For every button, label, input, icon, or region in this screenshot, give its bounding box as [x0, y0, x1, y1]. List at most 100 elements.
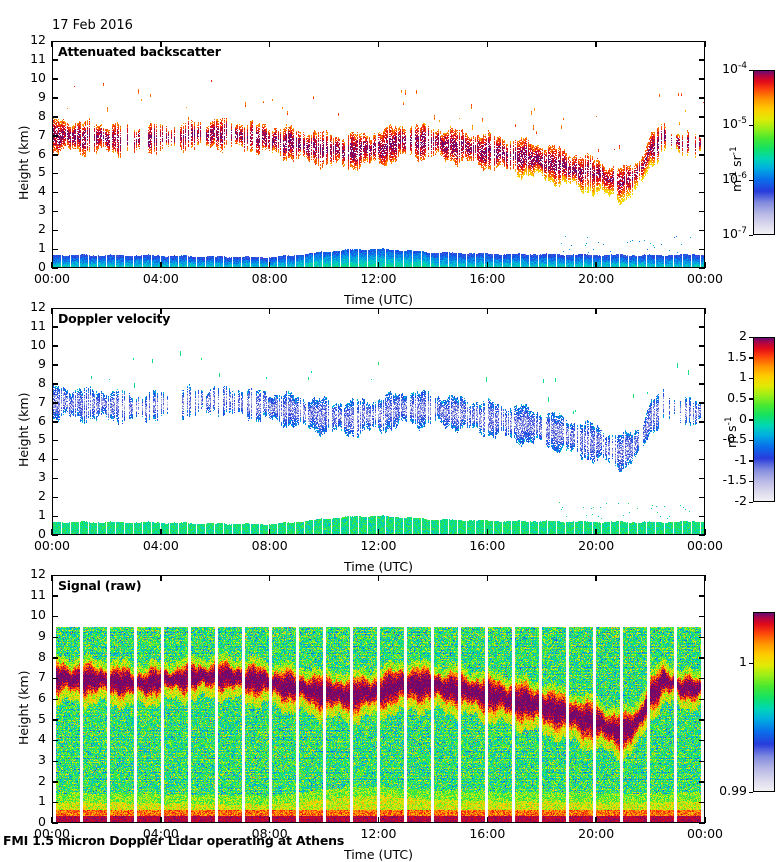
- y-tick-mark-p2-7: [52, 402, 58, 404]
- y-tick-mark-right-p3-1: [699, 801, 705, 804]
- y-tick-mark-p1-7: [52, 135, 58, 137]
- x-tick-mark-p1-5: [595, 262, 597, 268]
- y-tick-mark-right-p1-3: [699, 210, 705, 213]
- x-tick-mark-top-p1-5: [595, 41, 597, 47]
- y-tick-label-p3-3: 3: [38, 752, 46, 767]
- colorbar-attenuated-backscatter: [753, 70, 775, 235]
- y-tick-mark-right-p2-10: [699, 345, 705, 347]
- y-tick-mark-p3-10: [52, 615, 58, 618]
- x-tick-mark-top-p3-0: [51, 575, 53, 581]
- y-tick-mark-right-p2-12: [699, 307, 705, 309]
- x-tick-mark-p2-4: [486, 529, 489, 535]
- y-tick-mark-right-p2-11: [699, 326, 705, 328]
- x-tick-mark-p2-6: [704, 529, 706, 535]
- x-tick-label-p2-0: 00:00: [33, 538, 71, 553]
- x-tick-label-p2-2: 08:00: [251, 538, 288, 553]
- colorbar-tick-p2-3: 0.5: [727, 389, 747, 405]
- y-tick-label-p3-0: 0: [38, 814, 46, 829]
- y-tick-mark-p2-5: [52, 439, 58, 442]
- colorbar-tick-p2-5: -0.5: [722, 431, 747, 447]
- colorbar-tick-mark-p1-0: [749, 69, 753, 71]
- y-tick-mark-right-p3-3: [699, 760, 705, 762]
- y-tick-mark-p2-6: [52, 421, 58, 423]
- colorbar-tick-p2-7: -1.5: [722, 472, 747, 488]
- colorbar-tick-mark-p3-1: [749, 791, 753, 793]
- x-tick-label-p3-6: 00:00: [686, 826, 724, 841]
- y-tick-mark-p3-7: [52, 677, 58, 680]
- y-tick-label-p1-7: 7: [38, 126, 46, 142]
- y-tick-mark-p3-3: [52, 760, 58, 762]
- y-tick-label-p3-1: 1: [38, 793, 46, 809]
- x-tick-mark-top-p3-3: [377, 575, 380, 581]
- y-tick-mark-p3-8: [52, 657, 58, 659]
- y-tick-mark-right-p1-10: [699, 78, 705, 80]
- x-tick-label-p3-2: 08:00: [251, 826, 288, 841]
- x-tick-label-p3-5: 20:00: [578, 826, 615, 841]
- x-tick-mark-top-p3-2: [268, 575, 271, 581]
- y-tick-label-p2-11: 11: [30, 317, 46, 333]
- colorbar-tick-p2-4: 0: [739, 410, 747, 426]
- x-tick-mark-top-p1-1: [160, 41, 162, 47]
- colorbar-tick-mark-p2-7: [749, 480, 753, 483]
- y-tick-mark-p1-2: [52, 229, 58, 232]
- y-tick-mark-p3-4: [52, 739, 58, 742]
- y-tick-mark-right-p1-0: [699, 267, 705, 269]
- y-tick-mark-right-p1-8: [699, 116, 705, 118]
- y-tick-mark-p2-1: [52, 515, 58, 518]
- y-tick-mark-right-p3-11: [699, 595, 705, 597]
- y-tick-mark-p2-12: [52, 307, 58, 309]
- x-axis-label-p1: Time (UTC): [343, 292, 414, 307]
- y-tick-label-p1-5: 5: [38, 164, 46, 180]
- colorbar-tick-p2-6: -1: [734, 451, 747, 467]
- y-tick-mark-right-p1-12: [699, 40, 705, 42]
- colorbar-tick-mark-p1-3: [749, 234, 753, 236]
- colorbar-tick-mark-p2-8: [749, 501, 753, 503]
- colorbar-tick-p1-3: 10-7: [722, 225, 747, 241]
- colorbar-tick-p2-0: 2: [739, 328, 747, 343]
- x-tick-label-p1-3: 12:00: [360, 271, 397, 286]
- y-tick-mark-right-p2-6: [699, 421, 705, 423]
- y-tick-mark-p3-2: [52, 781, 58, 783]
- x-tick-mark-p3-0: [51, 817, 53, 823]
- x-tick-label-p1-2: 08:00: [251, 271, 288, 286]
- colorbar-doppler-velocity: [753, 337, 775, 502]
- y-tick-mark-p1-8: [52, 116, 58, 118]
- x-tick-label-p3-3: 12:00: [360, 826, 397, 841]
- figure-caption: FMI 1.5 micron Doppler Lidar operating a…: [3, 833, 345, 848]
- x-tick-label-p1-1: 04:00: [142, 271, 179, 286]
- x-tick-mark-p1-3: [377, 262, 380, 268]
- x-tick-mark-top-p3-6: [704, 575, 706, 581]
- plot-area-signal-raw[interactable]: [52, 575, 705, 823]
- y-tick-label-p3-11: 11: [30, 586, 46, 602]
- y-tick-label-p3-6: 6: [38, 690, 46, 705]
- y-tick-mark-p3-0: [52, 822, 58, 824]
- colorbar-tick-mark-p2-4: [749, 419, 753, 421]
- y-tick-label-p1-9: 9: [38, 88, 46, 104]
- y-tick-label-p1-8: 8: [38, 107, 46, 123]
- x-tick-label-p1-5: 20:00: [578, 271, 615, 286]
- y-tick-label-p1-2: 2: [38, 221, 46, 237]
- y-tick-mark-right-p1-2: [699, 229, 705, 232]
- y-tick-label-p2-5: 5: [38, 431, 46, 447]
- y-tick-label-p2-3: 3: [38, 469, 46, 485]
- x-tick-mark-p1-0: [51, 262, 53, 268]
- x-tick-label-p2-5: 20:00: [578, 538, 615, 553]
- plot-area-attenuated-backscatter[interactable]: [52, 41, 705, 268]
- panel-title-signal-raw: Signal (raw): [58, 578, 142, 593]
- plot-area-doppler-velocity[interactable]: [52, 308, 705, 535]
- y-tick-mark-right-p3-7: [699, 677, 705, 680]
- x-tick-mark-p3-2: [268, 817, 271, 823]
- panel-title-doppler-velocity: Doppler velocity: [58, 311, 171, 326]
- y-tick-mark-right-p2-9: [699, 364, 705, 366]
- colorbar-tick-p3-1: 0.99: [719, 783, 747, 798]
- colorbar-tick-p2-8: -2: [734, 493, 747, 508]
- x-tick-mark-p2-5: [595, 529, 597, 535]
- y-tick-mark-p2-10: [52, 345, 58, 347]
- y-tick-label-p2-2: 2: [38, 488, 46, 504]
- y-tick-mark-p2-11: [52, 326, 58, 328]
- y-tick-mark-p3-9: [52, 636, 58, 638]
- x-tick-mark-p1-6: [704, 262, 706, 268]
- x-tick-label-p3-4: 16:00: [469, 826, 506, 841]
- x-tick-mark-top-p2-6: [704, 308, 706, 314]
